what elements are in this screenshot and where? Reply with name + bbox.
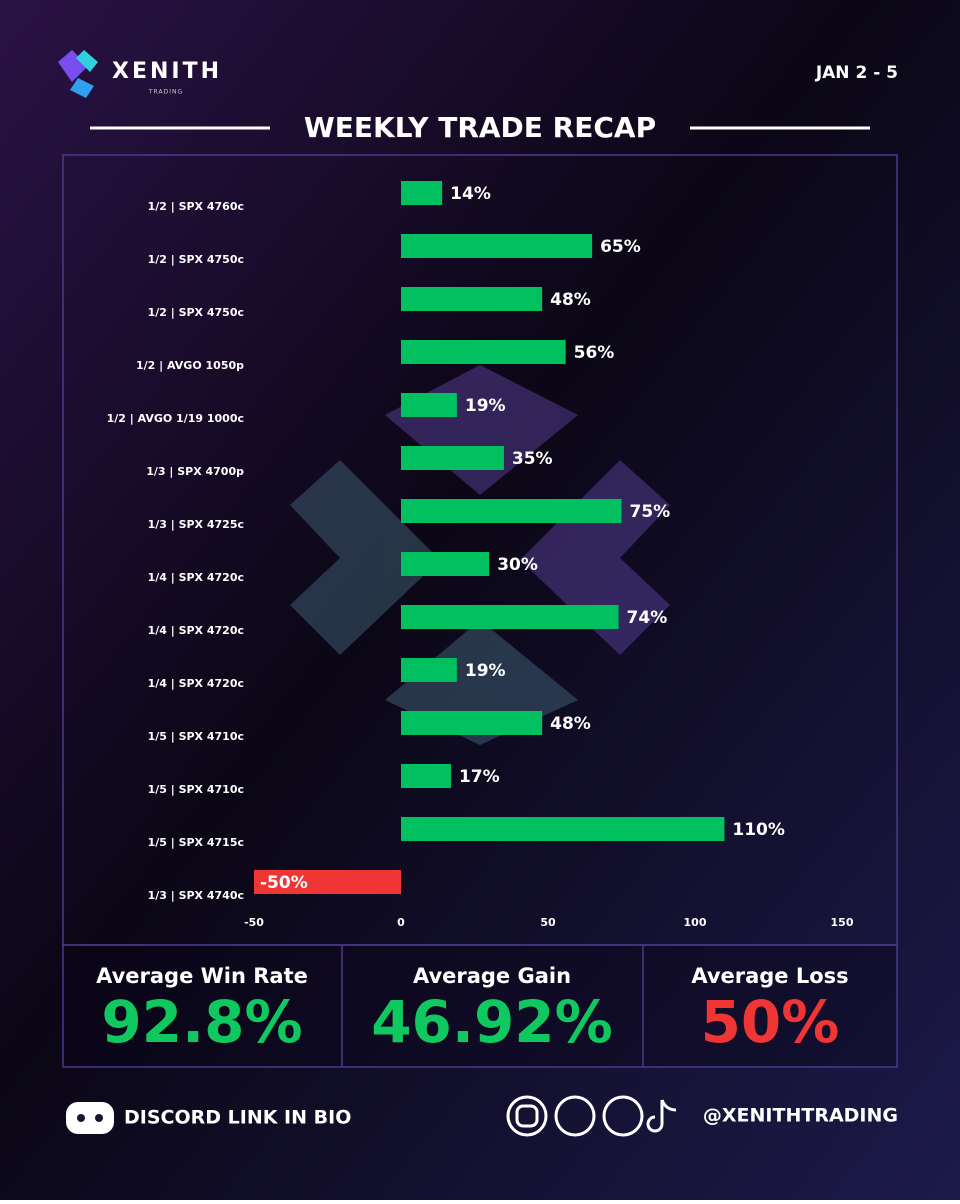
- bar: [401, 181, 443, 205]
- x-tick-label: 0: [397, 916, 405, 929]
- x-tick-label: 50: [540, 916, 556, 929]
- brand-sub: TRADING: [148, 89, 183, 96]
- category-label: 1/5 | SPX 4715c: [148, 836, 244, 849]
- handle: @XENITHTRADING: [703, 1105, 898, 1127]
- bar: [401, 605, 619, 629]
- value-label: -50%: [260, 873, 308, 893]
- value-label: 74%: [627, 608, 668, 628]
- bar: [401, 340, 566, 364]
- bar: [401, 552, 490, 576]
- category-label: 1/5 | SPX 4710c: [148, 783, 244, 796]
- category-label: 1/4 | SPX 4720c: [148, 571, 244, 584]
- bar: [401, 764, 451, 788]
- category-label: 1/2 | AVGO 1/19 1000c: [107, 412, 244, 425]
- stat-value: 50%: [701, 988, 840, 1056]
- date: JAN 2 - 5: [815, 63, 898, 83]
- x-tick-label: -50: [244, 916, 264, 929]
- category-label: 1/4 | SPX 4720c: [148, 677, 244, 690]
- stat-value: 92.8%: [101, 988, 302, 1056]
- bar: [401, 287, 543, 311]
- social-icons: [506, 1095, 677, 1137]
- bar: [401, 393, 457, 417]
- bar: [401, 711, 543, 735]
- bar: [401, 499, 622, 523]
- value-label: 19%: [465, 661, 506, 681]
- value-label: 19%: [465, 396, 506, 416]
- value-label: 110%: [732, 820, 785, 840]
- bar: [401, 446, 504, 470]
- value-label: 75%: [630, 502, 671, 522]
- discord-text: DISCORD LINK IN BIO: [124, 1107, 351, 1129]
- stat-label: Average Win Rate: [96, 964, 308, 988]
- stat-value: 46.92%: [371, 988, 613, 1056]
- logo: [58, 50, 98, 98]
- category-label: 1/3 | SPX 4725c: [148, 518, 244, 531]
- bar: [401, 234, 593, 258]
- value-label: 30%: [497, 555, 538, 575]
- x-tick-label: 150: [831, 916, 854, 929]
- category-label: 1/2 | SPX 4760c: [148, 200, 244, 213]
- value-label: 35%: [512, 449, 553, 469]
- bar: [401, 817, 725, 841]
- title: WEEKLY TRADE RECAP: [304, 111, 656, 144]
- category-label: 1/3 | SPX 4700p: [146, 465, 244, 478]
- value-label: 48%: [550, 290, 591, 310]
- bar: [401, 658, 457, 682]
- category-label: 1/3 | SPX 4740c: [148, 889, 244, 902]
- brand: XENITH: [112, 59, 222, 84]
- value-label: 65%: [600, 237, 641, 257]
- category-label: 1/4 | SPX 4720c: [148, 624, 244, 637]
- stats-frame: [62, 944, 898, 1068]
- value-label: 17%: [459, 767, 500, 787]
- category-label: 1/2 | SPX 4750c: [148, 306, 244, 319]
- discord-icon: [66, 1102, 114, 1134]
- category-label: 1/2 | AVGO 1050p: [136, 359, 244, 372]
- value-label: 48%: [550, 714, 591, 734]
- value-label: 56%: [574, 343, 615, 363]
- stat-label: Average Gain: [413, 964, 571, 988]
- category-label: 1/5 | SPX 4710c: [148, 730, 244, 743]
- x-tick-label: 100: [684, 916, 707, 929]
- stat-label: Average Loss: [691, 964, 848, 988]
- value-label: 14%: [450, 184, 491, 204]
- bar: [254, 870, 401, 894]
- category-label: 1/2 | SPX 4750c: [148, 253, 244, 266]
